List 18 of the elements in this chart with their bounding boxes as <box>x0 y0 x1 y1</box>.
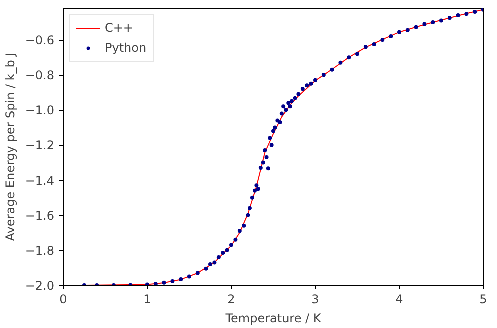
x-tick-label: 5 <box>480 292 488 306</box>
x-tick-label: 0 <box>60 292 68 306</box>
x-axis-title: Temperature / K <box>224 312 322 326</box>
y-tick-label: −1.8 <box>25 244 54 258</box>
y-axis-title: Average Energy per Spin / k_b J <box>3 52 18 242</box>
y-tick-label: −1.0 <box>25 104 54 118</box>
x-tick-label: 3 <box>312 292 320 306</box>
x-tick-label: 4 <box>396 292 404 306</box>
y-tick-label: −1.2 <box>25 138 54 153</box>
legend-label: C++ <box>105 21 134 35</box>
y-tick-label: −0.8 <box>25 68 54 83</box>
x-tick-label: 1 <box>144 292 152 306</box>
y-tick-label: −2.0 <box>25 279 54 293</box>
y-tick-label: −1.4 <box>25 174 54 188</box>
x-tick-label: 2 <box>228 292 236 306</box>
y-tick-label: −0.6 <box>25 34 54 48</box>
y-tick-label: −1.6 <box>25 208 54 223</box>
legend-label: Python <box>105 41 147 55</box>
